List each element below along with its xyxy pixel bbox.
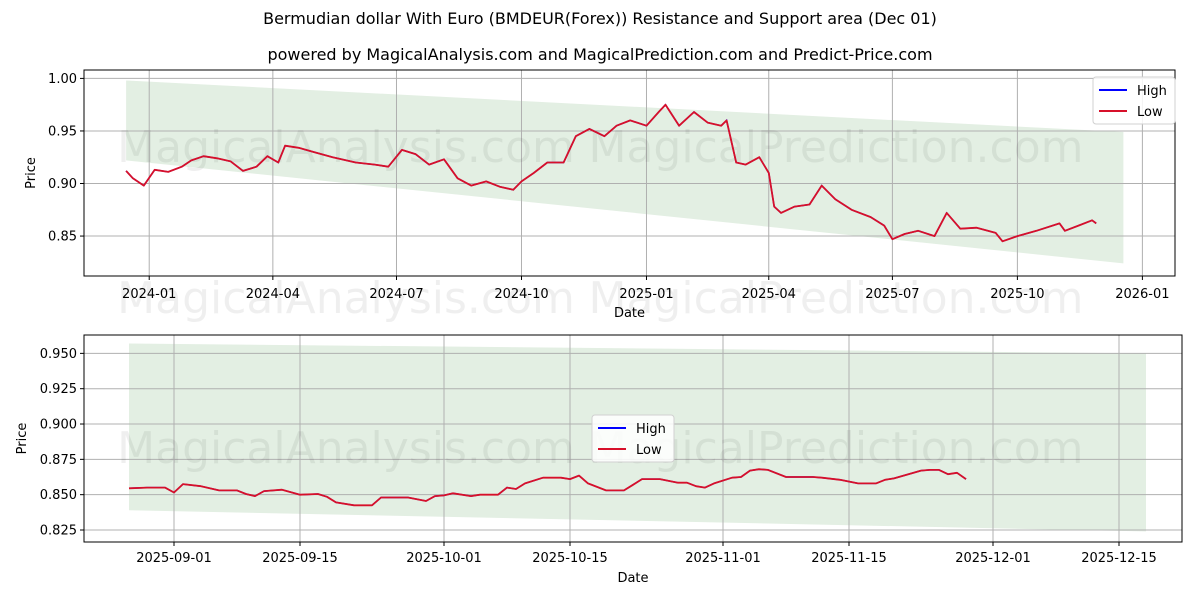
x-tick-label: 2025-09-01 xyxy=(136,551,212,566)
low-series-line xyxy=(128,468,967,507)
plot-frame xyxy=(83,69,1176,277)
x-tick-label: 2024-01 xyxy=(122,287,176,302)
watermark: MagicalPrediction.com xyxy=(589,122,1084,173)
low-series-line xyxy=(125,103,1097,243)
y-axis-label: Price xyxy=(24,157,39,189)
chart-title: Bermudian dollar With Euro (BMDEUR(Forex… xyxy=(263,9,937,28)
short-term-panel: 0.825 0.850 0.875 0.900 0.925 0.950 2025-09-01… xyxy=(15,334,1183,586)
y-tick-label: 0.85 xyxy=(48,230,77,245)
plot-frame xyxy=(83,334,1183,543)
y-tick-label: 0.825 xyxy=(40,523,77,538)
x-tick-label: 2025-09-15 xyxy=(262,551,338,566)
legend: High Low xyxy=(1092,76,1176,125)
y-tick-label: 0.95 xyxy=(48,124,77,139)
x-tick-label: 2025-04 xyxy=(742,287,796,302)
watermark: MagicalAnalysis.com xyxy=(117,423,575,474)
y-tick-label: 0.850 xyxy=(40,488,77,503)
legend: High Low xyxy=(591,414,675,463)
x-tick-label: 2026-01 xyxy=(1115,287,1169,302)
chart-subtitle: powered by MagicalAnalysis.com and Magic… xyxy=(267,45,933,64)
x-tick-label: 2025-12-01 xyxy=(955,551,1031,566)
legend-high-label: High xyxy=(636,422,666,437)
x-tick-label: 2025-12-15 xyxy=(1081,551,1157,566)
x-axis-label: Date xyxy=(614,306,645,321)
x-tick-label: 2024-07 xyxy=(369,287,423,302)
x-tick-label: 2025-10-15 xyxy=(532,551,608,566)
y-tick-label: 0.950 xyxy=(40,347,77,362)
y-tick-label: 1.00 xyxy=(48,72,77,87)
watermark: MagicalPrediction.com xyxy=(589,273,1084,324)
legend-low-label: Low xyxy=(636,443,662,458)
x-tick-label: 2024-10 xyxy=(494,287,548,302)
watermark: MagicalAnalysis.com xyxy=(117,122,575,173)
x-tick-label: 2025-11-01 xyxy=(685,551,761,566)
y-tick-label: 0.925 xyxy=(40,382,77,397)
x-tick-label: 2025-10 xyxy=(990,287,1044,302)
x-axis-label: Date xyxy=(617,571,648,586)
x-tick-label: 2024-04 xyxy=(246,287,300,302)
legend-high-label: High xyxy=(1137,84,1167,99)
y-tick-label: 0.875 xyxy=(40,453,77,468)
x-tick-label: 2025-07 xyxy=(865,287,919,302)
x-tick-label: 2025-01 xyxy=(619,287,673,302)
long-term-panel: 0.85 0.90 0.95 1.00 2024-01 2024-04 2024-07 202… xyxy=(24,69,1176,324)
watermark: MagicalAnalysis.com xyxy=(117,273,575,324)
support-resistance-band xyxy=(126,80,1124,264)
y-tick-label: 0.90 xyxy=(48,177,77,192)
x-tick-label: 2025-11-15 xyxy=(811,551,887,566)
legend-low-label: Low xyxy=(1137,105,1163,120)
y-axis-label: Price xyxy=(15,423,30,455)
x-tick-label: 2025-10-01 xyxy=(406,551,482,566)
y-tick-label: 0.900 xyxy=(40,418,77,433)
